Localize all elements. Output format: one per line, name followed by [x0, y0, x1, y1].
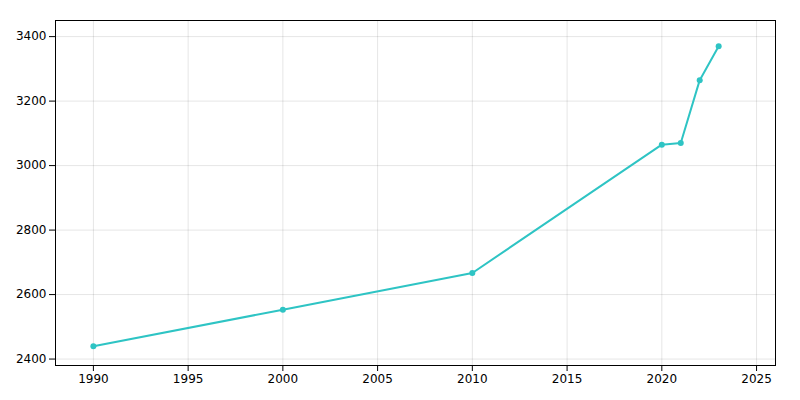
svg-text:1990: 1990 — [78, 372, 109, 386]
svg-text:3200: 3200 — [16, 94, 47, 108]
svg-text:2000: 2000 — [268, 372, 299, 386]
svg-text:2800: 2800 — [16, 223, 47, 237]
svg-text:2600: 2600 — [16, 287, 47, 301]
svg-text:2020: 2020 — [647, 372, 678, 386]
svg-text:3400: 3400 — [16, 29, 47, 43]
svg-text:3000: 3000 — [16, 158, 47, 172]
svg-text:1995: 1995 — [173, 372, 204, 386]
svg-text:2025: 2025 — [741, 372, 772, 386]
svg-text:2005: 2005 — [362, 372, 393, 386]
svg-text:2010: 2010 — [457, 372, 488, 386]
svg-text:2015: 2015 — [552, 372, 583, 386]
svg-text:2400: 2400 — [16, 352, 47, 366]
